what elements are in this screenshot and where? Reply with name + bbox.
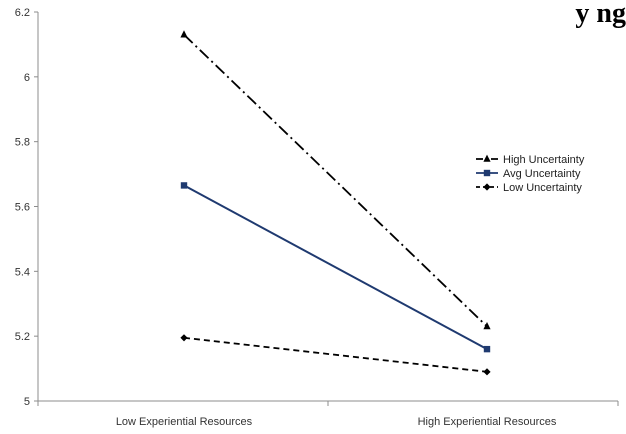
series-low-uncertainty xyxy=(180,334,491,376)
triangle-marker xyxy=(180,30,188,38)
triangle-marker xyxy=(483,322,491,330)
y-tick-label: 5.6 xyxy=(15,202,30,214)
square-marker xyxy=(483,345,491,353)
series-layer xyxy=(180,30,491,376)
x-tick-label: Low Experiential Resources xyxy=(116,416,253,428)
legend-label: High Uncertainty xyxy=(503,154,585,166)
legend-item: Low Uncertainty xyxy=(476,182,582,194)
y-tick-label: 5.8 xyxy=(15,137,30,149)
y-tick-label: 6 xyxy=(24,72,30,84)
axes: 5 5.2 5.4 5.6 5.8 6 6.2 Low Experiential Resour… xyxy=(15,7,619,428)
series-line xyxy=(183,336,488,373)
triangle-marker xyxy=(483,154,491,162)
diamond-marker xyxy=(483,183,491,191)
y-tick-label: 6.2 xyxy=(15,7,30,19)
square-marker xyxy=(180,182,188,189)
diamond-marker xyxy=(483,368,491,376)
series-line xyxy=(183,184,488,351)
y-tick-label: 5.4 xyxy=(15,266,30,278)
diamond-marker xyxy=(180,334,188,342)
legend-item: High Uncertainty xyxy=(476,154,585,166)
y-tick-label: 5.2 xyxy=(15,331,30,343)
legend: High Uncertainty Avg Uncertainty Low Uncer… xyxy=(476,154,585,194)
legend-label: Low Uncertainty xyxy=(503,182,582,194)
series-line xyxy=(183,34,488,328)
series-avg-uncertainty xyxy=(180,182,491,353)
x-tick-label: High Experiential Resources xyxy=(418,416,557,428)
chart-title-fragment: y ng xyxy=(575,0,626,29)
y-tick-label: 5 xyxy=(24,396,30,408)
legend-item: Avg Uncertainty xyxy=(476,168,581,180)
square-marker xyxy=(483,169,491,177)
legend-label: Avg Uncertainty xyxy=(503,168,581,180)
series-high-uncertainty xyxy=(180,30,491,330)
